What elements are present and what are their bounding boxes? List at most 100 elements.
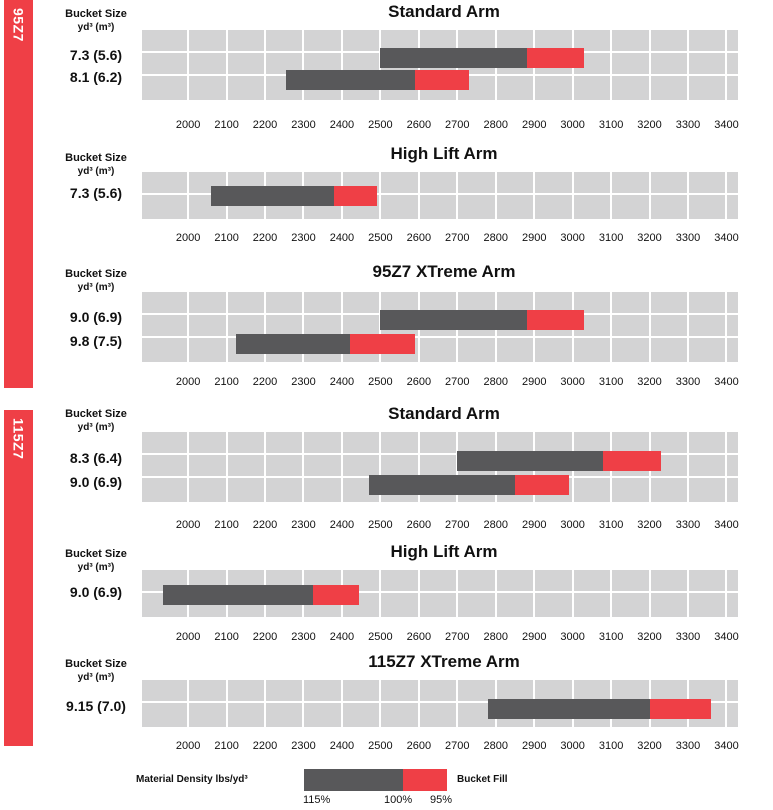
- x-tick-label: 2900: [521, 519, 547, 531]
- x-tick-label: 2300: [291, 376, 316, 388]
- panel-title: 115Z7 XTreme Arm: [368, 652, 520, 671]
- x-tick-label: 2600: [406, 232, 432, 244]
- gridline-vertical: [340, 292, 343, 362]
- density-range-bar: [163, 585, 360, 605]
- x-tick-label: 3100: [598, 232, 624, 244]
- gridline-vertical: [725, 292, 728, 362]
- bucket-size-units: yd³ (m³): [77, 166, 115, 177]
- bar-segment-115-to-100: [380, 48, 527, 68]
- x-tick-label: 3100: [598, 119, 624, 131]
- x-tick-label: 2500: [368, 119, 393, 131]
- gridline-horizontal: [142, 453, 738, 455]
- density-range-bar: [457, 451, 662, 471]
- bar-segment-100-to-95: [313, 585, 360, 605]
- gridline-vertical: [264, 30, 267, 100]
- bucket-size-header: Bucket Size yd³ (m³): [52, 658, 140, 684]
- gridline-vertical: [456, 570, 459, 617]
- bucket-size-title: Bucket Size: [65, 152, 127, 164]
- x-tick-label: 3200: [637, 232, 662, 244]
- x-tick-label: 2300: [291, 740, 316, 752]
- x-tick-label: 3400: [714, 119, 739, 131]
- gridline-vertical: [687, 432, 689, 502]
- x-tick-label: 2400: [329, 119, 355, 131]
- bucket-size-header: Bucket Size yd³ (m³): [52, 8, 140, 34]
- x-tick-label: 2800: [483, 119, 508, 131]
- gridline-vertical: [648, 30, 651, 100]
- model-label: 95Z7: [10, 8, 27, 42]
- gridline-vertical: [302, 292, 305, 362]
- bar-segment-100-to-95: [526, 48, 585, 68]
- x-tick-label: 2300: [291, 119, 316, 131]
- x-tick-label: 2800: [483, 519, 508, 531]
- legend-percent-label: 100%: [384, 794, 413, 806]
- x-tick-label: 2200: [252, 519, 278, 531]
- x-tick-label: 2600: [406, 376, 432, 388]
- x-tick-label: 2700: [445, 519, 470, 531]
- bar-segment-115-to-100: [236, 334, 350, 354]
- x-tick-label: 2700: [445, 119, 470, 131]
- x-tick-label: 3100: [598, 376, 624, 388]
- legend-segment-dark: [304, 769, 403, 791]
- model-sidebar: 115Z7: [4, 410, 33, 746]
- x-tick-label: 2700: [445, 232, 470, 244]
- bucket-size-header: Bucket Size yd³ (m³): [52, 152, 140, 178]
- x-tick-label: 3400: [714, 740, 739, 752]
- x-tick-label: 2100: [214, 376, 239, 388]
- x-tick-label: 3000: [560, 119, 585, 131]
- gridline-vertical: [417, 680, 420, 727]
- bar-segment-100-to-95: [649, 699, 712, 719]
- panel-title: Standard Arm: [388, 2, 500, 21]
- gridline-vertical: [187, 432, 190, 502]
- bucket-size-header: Bucket Size yd³ (m³): [52, 408, 140, 434]
- x-tick-label: 3400: [714, 519, 739, 531]
- gridline-vertical: [302, 680, 305, 727]
- legend-density-label: Material Density lbs/yd³: [136, 774, 248, 785]
- x-tick-label: 2600: [406, 119, 432, 131]
- gridline-horizontal: [142, 591, 738, 593]
- gridline-vertical: [725, 570, 728, 617]
- bucket-size-units: yd³ (m³): [77, 22, 115, 33]
- x-tick-label: 2000: [175, 376, 201, 388]
- bar-segment-115-to-100: [368, 475, 515, 495]
- gridline-vertical: [494, 172, 497, 219]
- x-tick-label: 3200: [637, 119, 662, 131]
- density-range-bar: [211, 186, 377, 206]
- x-tick-label: 3300: [675, 232, 701, 244]
- gridline-vertical: [533, 570, 536, 617]
- gridline-vertical: [340, 30, 343, 100]
- x-tick-label: 2500: [368, 631, 393, 643]
- gridline-vertical: [648, 172, 651, 219]
- legend-bar: [304, 769, 447, 791]
- gridline-vertical: [187, 172, 190, 219]
- legend-percent-label: 115%: [303, 794, 331, 806]
- x-tick-label: 2500: [368, 519, 393, 531]
- model-label: 115Z7: [10, 418, 27, 460]
- x-tick-label: 2400: [329, 232, 355, 244]
- bucket-size-label: 8.3 (6.4): [69, 450, 123, 466]
- x-tick-label: 2800: [483, 740, 508, 752]
- gridline-vertical: [533, 172, 536, 219]
- gridline-vertical: [264, 680, 267, 727]
- x-tick-label: 2200: [252, 119, 278, 131]
- bucket-size-label: 9.8 (7.5): [69, 333, 123, 349]
- gridline-vertical: [610, 172, 613, 219]
- x-tick-label: 3200: [637, 376, 662, 388]
- bucket-size-units: yd³ (m³): [77, 422, 115, 433]
- bucket-size-header: Bucket Size yd³ (m³): [52, 268, 140, 294]
- gridline-vertical: [340, 432, 343, 502]
- gridline-vertical: [687, 30, 689, 100]
- x-tick-label: 3000: [560, 631, 585, 643]
- bucket-size-label: 9.0 (6.9): [69, 474, 123, 490]
- bucket-size-units: yd³ (m³): [77, 562, 115, 573]
- gridline-vertical: [379, 680, 382, 727]
- model-sidebar: 95Z7: [4, 0, 33, 388]
- x-tick-label: 3200: [637, 740, 662, 752]
- bucket-size-title: Bucket Size: [65, 8, 127, 20]
- gridline-vertical: [417, 172, 420, 219]
- bucket-size-label: 9.0 (6.9): [69, 309, 123, 325]
- gridline-vertical: [225, 432, 228, 502]
- x-tick-label: 3300: [675, 119, 701, 131]
- x-tick-label: 2200: [252, 232, 278, 244]
- x-tick-label: 2700: [445, 631, 470, 643]
- x-tick-label: 2300: [291, 519, 316, 531]
